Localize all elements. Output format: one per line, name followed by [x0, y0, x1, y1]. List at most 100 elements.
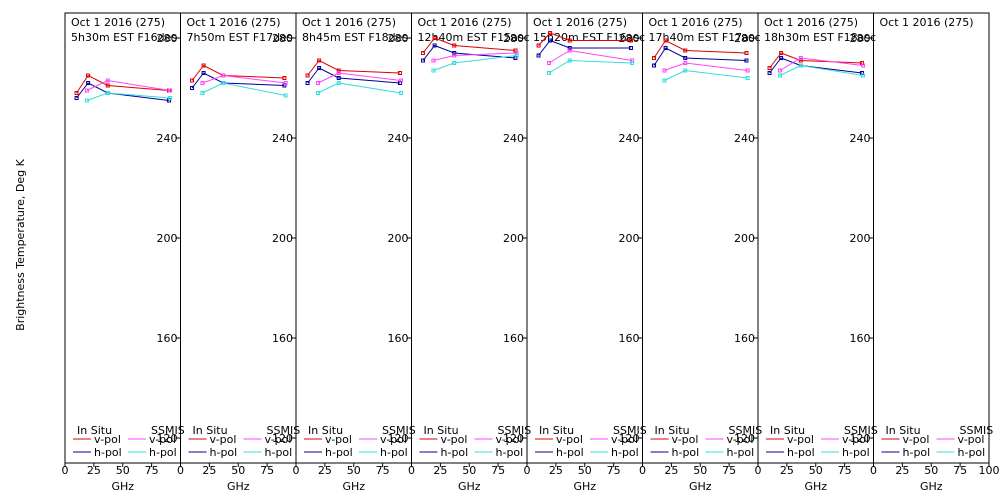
- point-insitu_v: [397, 71, 402, 75]
- legend-in-situ: In Situ: [77, 424, 112, 437]
- x-tick-label: 0: [755, 464, 762, 477]
- x-tick-label: 50: [578, 464, 592, 477]
- point-ssmis_v: [861, 63, 866, 68]
- point-insitu_v: [105, 83, 110, 88]
- point-insitu_v: [536, 43, 541, 48]
- point-insitu_h: [767, 71, 772, 75]
- legend-in-situ: In Situ: [655, 424, 690, 437]
- legend-ssmis-v-label: v-pol: [380, 433, 407, 446]
- legend-ssmis-h-label: h-pol: [149, 446, 177, 459]
- series-line-ssmis_h: [664, 69, 748, 81]
- point-ssmis_v: [336, 71, 341, 75]
- legend-insitu-h-label: h-pol: [672, 446, 700, 459]
- panel-title: Oct 1 2016 (275): [302, 16, 396, 29]
- point-insitu_v: [567, 38, 572, 43]
- x-tick-label: 75: [145, 464, 159, 477]
- x-tick-label: 25: [664, 464, 678, 477]
- x-tick-label: 100: [979, 464, 1000, 477]
- legend-ssmis: SSMIS: [382, 424, 416, 437]
- panel-subtitle: 12h40m EST F15asc: [418, 31, 530, 44]
- point-ssmis_v: [662, 68, 667, 73]
- series-line-insitu_h: [307, 67, 400, 84]
- legend-ssmis-h-label: h-pol: [842, 446, 870, 459]
- point-insitu_v: [282, 76, 287, 80]
- point-ssmis_h: [221, 81, 226, 85]
- x-axis-label: GHz: [342, 480, 365, 493]
- series-line-insitu_h: [191, 72, 285, 89]
- point-ssmis_v: [745, 68, 750, 73]
- point-insitu_h: [779, 56, 784, 60]
- point-insitu_v: [74, 91, 79, 95]
- y-tick-label: 120: [619, 432, 640, 445]
- panel-2: Oct 1 2016 (275) 7h50m EST F17des 120 160 20…: [177, 12, 301, 493]
- x-tick-label: 75: [953, 464, 967, 477]
- panel-title: Oct 1 2016 (275): [533, 16, 627, 29]
- point-insitu_h: [336, 76, 341, 80]
- point-insitu_v: [86, 73, 91, 78]
- legend-ssmis-v-label: v-pol: [611, 433, 638, 446]
- y-tick-label: 200: [619, 232, 640, 245]
- point-insitu_h: [432, 43, 437, 48]
- x-tick-label: 50: [231, 464, 245, 477]
- series-line-insitu_v: [538, 32, 631, 46]
- y-tick-label: 120: [388, 432, 409, 445]
- x-tick-label: 50: [462, 464, 476, 477]
- series-line-insitu_v: [191, 64, 285, 81]
- legend-ssmis-h-label: h-pol: [265, 446, 293, 459]
- x-axis-label: GHz: [227, 480, 250, 493]
- point-insitu_v: [683, 48, 688, 53]
- panel-subtitle: 8h45m EST F18des: [302, 31, 408, 44]
- panel-title: Oct 1 2016 (275): [764, 16, 858, 29]
- y-tick-label: 160: [157, 332, 178, 345]
- legend-insitu-h-label: h-pol: [325, 446, 353, 459]
- legend-ssmis: SSMIS: [267, 424, 301, 437]
- point-insitu_v: [767, 66, 772, 70]
- y-tick-label: 120: [272, 432, 293, 445]
- legend-insitu-h-label: h-pol: [210, 446, 238, 459]
- y-tick-label: 160: [272, 332, 293, 345]
- point-ssmis_h: [315, 91, 320, 95]
- panel-title: Oct 1 2016 (275): [418, 16, 512, 29]
- series-line-ssmis_h: [317, 82, 402, 94]
- legend-in-situ: In Situ: [770, 424, 805, 437]
- y-tick-label: 280: [850, 32, 871, 45]
- point-insitu_v: [452, 43, 457, 48]
- y-tick-label: 160: [850, 332, 871, 345]
- series-line-ssmis_v: [664, 62, 748, 71]
- point-insitu_v: [201, 63, 206, 68]
- legend-ssmis: SSMIS: [960, 424, 994, 437]
- panel-1: Oct 1 2016 (275) 5h30m EST F16des 120 160 20…: [62, 12, 185, 493]
- x-tick-label: 75: [607, 464, 621, 477]
- y-tick-label: 160: [619, 332, 640, 345]
- series-line-ssmis_h: [548, 59, 633, 74]
- y-tick-label: 200: [734, 232, 755, 245]
- point-ssmis_h: [567, 58, 572, 63]
- y-tick-label: 240: [272, 132, 293, 145]
- point-ssmis_v: [399, 78, 404, 83]
- legend-ssmis-v-label: v-pol: [496, 433, 523, 446]
- point-ssmis_h: [431, 68, 436, 73]
- legend-ssmis-v-label: v-pol: [958, 433, 985, 446]
- point-ssmis_v: [168, 88, 173, 93]
- point-ssmis_v: [567, 48, 572, 53]
- x-tick-label: 75: [722, 464, 736, 477]
- x-tick-label: 25: [780, 464, 794, 477]
- point-ssmis_h: [336, 81, 341, 85]
- point-insitu_h: [652, 63, 657, 68]
- point-ssmis_h: [546, 71, 551, 75]
- legend-ssmis-h-label: h-pol: [958, 446, 986, 459]
- legend-insitu-v-label: v-pol: [556, 433, 583, 446]
- y-tick-label: 200: [503, 232, 524, 245]
- legend-in-situ: In Situ: [886, 424, 921, 437]
- point-insitu_h: [190, 86, 195, 90]
- point-ssmis_v: [315, 81, 320, 85]
- point-ssmis_h: [861, 73, 866, 78]
- point-ssmis_h: [200, 91, 205, 95]
- panel-title: Oct 1 2016 (275): [649, 16, 743, 29]
- point-insitu_v: [652, 56, 657, 60]
- x-tick-label: 50: [116, 464, 130, 477]
- y-tick-label: 240: [157, 132, 178, 145]
- point-ssmis_v: [105, 78, 110, 83]
- y-tick-label: 240: [619, 132, 640, 145]
- point-ssmis_h: [630, 61, 635, 65]
